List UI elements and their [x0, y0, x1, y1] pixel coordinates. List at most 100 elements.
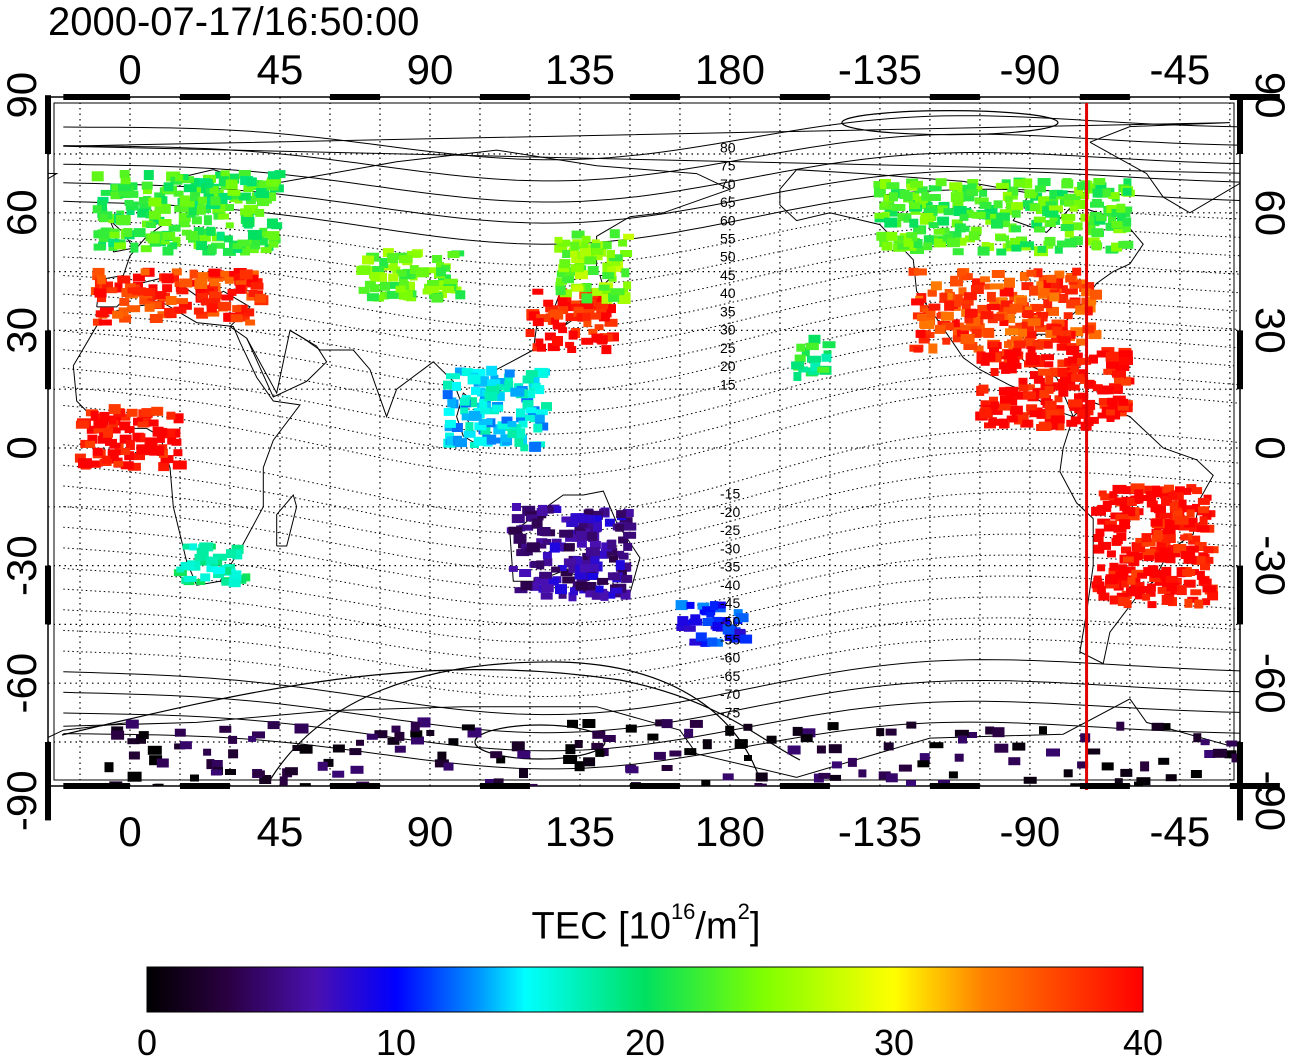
tec-cell	[332, 770, 345, 778]
tec-cell	[571, 230, 585, 239]
tec-cell	[581, 235, 591, 243]
tec-cell	[156, 427, 168, 436]
tec-cell	[1023, 391, 1036, 400]
x-tick-label-top: 90	[407, 46, 454, 93]
tec-cell	[144, 303, 155, 312]
tec-cell	[87, 434, 98, 444]
tec-cell	[928, 185, 942, 192]
tec-cell	[964, 316, 974, 324]
tec-cell	[125, 201, 139, 211]
contour-label: 35	[720, 303, 736, 319]
tec-cell	[958, 287, 967, 297]
tec-cell	[909, 192, 920, 200]
tec-cell	[482, 434, 497, 445]
tec-cell	[1150, 569, 1163, 578]
y-tick-label-left: -60	[0, 653, 45, 714]
tec-cell	[556, 239, 571, 247]
tec-cell	[362, 255, 374, 265]
tec-cell	[560, 570, 573, 577]
tec-cell	[965, 308, 976, 318]
tec-cell	[923, 235, 934, 246]
tec-cell	[1046, 748, 1060, 757]
tec-cell	[1061, 815, 1071, 821]
frame-tick	[929, 783, 980, 789]
tec-cell	[1053, 786, 1065, 794]
tec-cell	[1016, 236, 1027, 244]
tec-cell	[1120, 206, 1133, 213]
tec-cell	[1178, 499, 1187, 508]
tec-cell	[977, 304, 989, 314]
tec-cell	[1077, 761, 1089, 769]
tec-cell	[534, 576, 549, 585]
tec-cell	[111, 726, 124, 734]
tec-cell	[1051, 279, 1060, 289]
tec-cell	[744, 755, 752, 761]
tec-cell	[572, 285, 584, 292]
tec-cell	[1061, 213, 1076, 221]
tec-cell	[127, 738, 140, 745]
tec-cell	[1071, 811, 1079, 819]
tec-cell	[92, 205, 102, 214]
tec-cell	[193, 227, 204, 236]
tec-cell	[1036, 311, 1049, 318]
tec-cell	[1091, 198, 1102, 206]
tec-cell	[1122, 187, 1132, 196]
tec-cell	[885, 773, 898, 783]
tec-cell	[471, 386, 480, 395]
tec-cell	[999, 418, 1008, 429]
tec-cell	[95, 310, 109, 318]
frame-tick	[629, 94, 680, 100]
frame-tick	[63, 94, 131, 100]
tec-cell	[602, 272, 615, 280]
tec-cell	[235, 309, 245, 317]
tec-cell	[544, 332, 556, 341]
tec-cell	[958, 225, 970, 232]
tec-cell	[100, 189, 113, 196]
tec-cell	[1196, 525, 1210, 533]
x-tick-label-top: 45	[257, 46, 304, 93]
tec-cell	[1032, 388, 1045, 399]
tec-cell	[1123, 178, 1132, 187]
tec-cell	[1050, 415, 1065, 424]
tec-cell	[375, 272, 387, 282]
tec-cell	[977, 246, 990, 256]
tec-cell	[241, 311, 250, 322]
tec-cell	[707, 637, 718, 647]
tec-cell	[391, 725, 401, 733]
tec-cell	[1111, 208, 1122, 217]
tec-cell	[537, 343, 546, 352]
tec-cell	[492, 404, 504, 412]
tec-cell	[1169, 502, 1182, 511]
tec-cell	[943, 208, 954, 216]
tec-cell	[180, 562, 195, 570]
tec-cell	[1105, 574, 1119, 585]
tec-cell	[260, 247, 272, 254]
tec-cell	[1097, 412, 1107, 419]
tec-cell	[219, 725, 232, 733]
contour-label: 60	[720, 212, 736, 228]
tec-cell	[407, 250, 421, 258]
tec-cell	[1091, 228, 1104, 238]
tec-cell	[1034, 226, 1045, 233]
tec-cell	[467, 397, 478, 408]
frame-tick	[1237, 330, 1243, 390]
tec-cell	[1092, 384, 1103, 392]
tec-cell	[221, 294, 234, 301]
tec-cell	[158, 462, 170, 472]
tec-cell	[114, 242, 126, 250]
tec-cell	[921, 330, 931, 338]
tec-cell	[138, 197, 148, 204]
tec-cell	[181, 206, 195, 213]
tec-cell	[995, 182, 1009, 189]
tec-cell	[143, 288, 156, 296]
tec-cell	[792, 726, 803, 736]
tec-cell	[999, 320, 1009, 326]
tec-cell	[1160, 518, 1173, 525]
tec-cell	[940, 311, 954, 321]
tec-cell	[163, 182, 174, 192]
tec-cell	[1051, 333, 1060, 343]
tec-cell	[171, 438, 182, 446]
tec-cell	[556, 277, 567, 285]
tec-cell	[97, 196, 109, 203]
tec-cell	[386, 290, 399, 299]
